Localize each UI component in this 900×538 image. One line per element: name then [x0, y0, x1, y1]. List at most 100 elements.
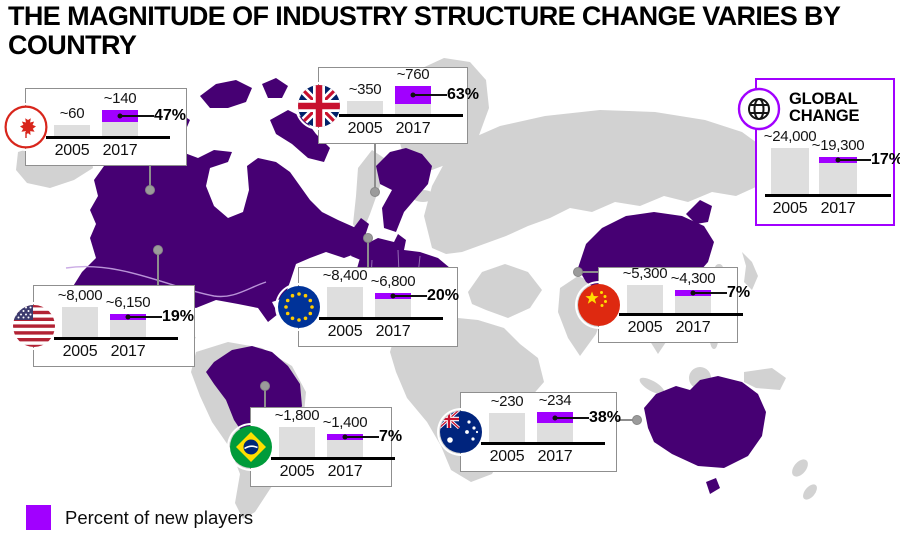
percent-band — [375, 293, 427, 299]
uk-flag-icon — [297, 84, 341, 128]
connector-dot-usa — [153, 245, 163, 255]
callout-uk: ~350 ~760 63% 2005 2017 — [298, 66, 479, 144]
value-2005: ~24,000 — [763, 128, 817, 145]
year-2005: 2005 — [62, 343, 98, 360]
percent-label: 63% — [447, 86, 480, 103]
callout-brazil: ~1,800 ~1,400 7% 2005 2017 — [230, 407, 402, 487]
percent-band — [102, 110, 154, 122]
percent-label: 7% — [379, 428, 403, 445]
year-2017: 2017 — [327, 463, 363, 480]
map-new-zealand-north — [792, 459, 808, 477]
connector-dot-brazil — [260, 381, 270, 391]
percent-band — [327, 434, 379, 440]
leader-dot — [117, 113, 123, 119]
axis-baseline — [619, 313, 743, 316]
australia-flag-icon — [439, 410, 483, 454]
map-china-northeast — [686, 200, 712, 224]
connector-dot-canada — [145, 185, 155, 195]
map-sweden-finland — [376, 148, 432, 232]
page-title-line2: COUNTRY — [8, 29, 137, 60]
legend-swatch-purple — [26, 505, 51, 530]
year-2017: 2017 — [675, 319, 711, 336]
leader-line — [838, 159, 871, 161]
map-norway — [353, 150, 384, 238]
year-2005: 2005 — [772, 200, 808, 217]
value-2005: ~5,300 — [622, 265, 668, 282]
connector-dot-china — [573, 267, 583, 277]
bar-2017: 20% — [375, 287, 459, 317]
map-japan — [742, 252, 758, 290]
leader-dot — [390, 293, 396, 299]
bar-2017: 19% — [110, 308, 194, 337]
leader-line — [413, 94, 447, 96]
bar-2017: 7% — [327, 428, 402, 457]
bar-2005 — [347, 101, 383, 114]
callout-eu: ~8,400 ~6,800 20% 2005 2017 — [278, 267, 459, 347]
year-2005: 2005 — [627, 319, 663, 336]
leader-line — [555, 417, 589, 419]
value-2017: ~6,150 — [105, 294, 151, 311]
value-2017: ~1,400 — [322, 414, 368, 431]
legend: Percent of new players — [26, 505, 253, 530]
bar-2017: 38% — [537, 409, 621, 442]
bar-2005 — [279, 427, 315, 457]
callout-australia: ~230 ~234 38% 2005 2017 — [440, 392, 621, 472]
china-flag-icon — [577, 283, 621, 327]
value-2005: ~8,400 — [322, 267, 368, 284]
callout-usa: ~8,000 ~6,150 19% 2005 2017 — [13, 285, 195, 367]
map-middle-east — [468, 264, 542, 318]
value-2017: ~760 — [396, 66, 430, 83]
percent-label: 17% — [871, 151, 900, 168]
connector-dot-eu — [363, 233, 373, 243]
map-tasmania — [706, 478, 720, 494]
callout-connectors — [145, 144, 642, 425]
map-sumatra — [639, 377, 665, 395]
callout-china: ~5,300 ~4,300 7% 2005 2017 — [578, 265, 750, 343]
percent-band — [819, 157, 871, 163]
callout-canada: ~60 ~140 47% 2005 2017 — [4, 88, 187, 166]
bar-2005 — [54, 125, 90, 136]
value-2005: ~230 — [490, 393, 524, 410]
percent-label: 20% — [427, 287, 460, 304]
year-2017: 2017 — [820, 200, 856, 217]
value-2005: ~1,800 — [274, 407, 320, 424]
usa-flag-icon — [12, 304, 56, 348]
connector-dot-uk — [370, 187, 380, 197]
year-2017: 2017 — [395, 120, 431, 137]
year-2005: 2005 — [489, 448, 525, 465]
map-australia — [644, 376, 766, 468]
eu-flag-icon — [277, 285, 321, 329]
percent-label: 47% — [154, 107, 187, 124]
percent-label: 38% — [589, 409, 622, 426]
global-change-title: GLOBAL CHANGE — [789, 90, 860, 125]
value-2017: ~234 — [538, 392, 572, 409]
year-2017: 2017 — [110, 343, 146, 360]
legend-label: Percent of new players — [65, 506, 254, 528]
bar-2005 — [489, 413, 525, 442]
leader-dot — [410, 92, 416, 98]
percent-band — [537, 412, 589, 423]
leader-line — [128, 316, 162, 318]
leader-line — [120, 115, 154, 117]
callout-global-change: GLOBAL CHANGE ~24,000 ~19,300 17% 2005 20… — [737, 78, 900, 226]
axis-baseline — [54, 337, 178, 340]
leader-dot — [690, 290, 696, 296]
axis-baseline — [46, 136, 170, 139]
bar-2005 — [62, 307, 98, 337]
map-russia-asia — [424, 110, 770, 254]
leader-dot — [125, 314, 131, 320]
year-2005: 2005 — [347, 120, 383, 137]
leader-line — [345, 436, 379, 438]
year-2017: 2017 — [375, 323, 411, 340]
axis-baseline — [271, 457, 395, 460]
global-title-line1: GLOBAL — [789, 90, 858, 108]
axis-baseline — [339, 114, 463, 117]
value-2005: ~8,000 — [57, 287, 103, 304]
leader-dot — [342, 434, 348, 440]
map-arctic-island-2 — [200, 80, 252, 108]
value-2017: ~19,300 — [811, 137, 865, 154]
page-title: THE MAGNITUDE OF INDUSTRY STRUCTURE CHAN… — [8, 2, 896, 60]
percent-band — [110, 314, 162, 320]
value-2017: ~6,800 — [370, 273, 416, 290]
brazil-flag-icon — [229, 425, 273, 469]
